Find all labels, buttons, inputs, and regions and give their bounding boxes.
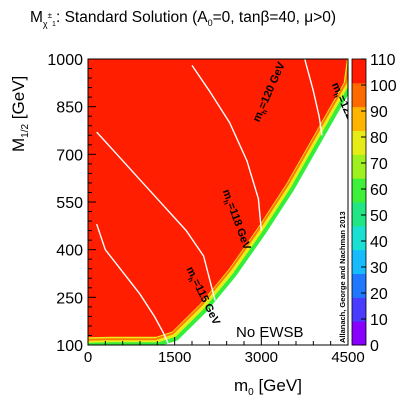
colorbar-segment <box>352 202 366 227</box>
x-tick-label: 3000 <box>245 349 278 366</box>
x-tick-label: 1500 <box>158 349 191 366</box>
colorbar-segment <box>352 297 366 322</box>
contour-line <box>96 223 170 345</box>
colorbar-segment <box>352 130 366 155</box>
chart-title: Mχ±1: Standard Solution (A0=0, tanβ=40, … <box>30 9 336 29</box>
contour-line <box>304 59 323 136</box>
colorbar-tick-label: 0 <box>370 338 379 355</box>
x-tick-label: 0 <box>84 349 92 366</box>
colorbar-tick-label: 20 <box>370 286 388 303</box>
colorbar-tick-label: 90 <box>370 104 388 121</box>
y-tick-label: 550 <box>56 195 83 212</box>
colorbar-segment <box>352 178 366 203</box>
y-axis-label: M1/2 [GeV] <box>9 76 31 152</box>
colorbar-axis: 0 10 20 30 40 50 60 70 80 90 100 110 <box>361 52 397 355</box>
colorbar-segment <box>352 273 366 298</box>
boundary-band-orange <box>88 60 348 341</box>
credit-text: Allanach, George and Nachman 2013 <box>338 211 347 343</box>
colorbar-segment <box>352 225 366 251</box>
colorbar-segment <box>352 321 366 346</box>
colorbar-tick-label: 40 <box>370 234 388 251</box>
y-tick-label: 250 <box>56 290 83 307</box>
allowed-region <box>88 59 348 342</box>
colorbar-segment <box>352 106 366 131</box>
colorbar-tick-label: 110 <box>370 52 396 69</box>
colorbar-tick-label: 50 <box>370 208 388 225</box>
colorbar-tick-label: 100 <box>370 78 397 95</box>
colorbar-tick-label: 60 <box>370 182 388 199</box>
boundary-band-yellow <box>88 59 348 345</box>
y-tick-label: 1000 <box>47 52 83 69</box>
no-ewsb-label: No EWSB <box>236 324 304 341</box>
y-axis: 100 250 400 550 700 850 1000 <box>47 52 96 355</box>
y-tick-label: 700 <box>56 147 83 164</box>
x-axis-label: m0 [GeV] <box>234 376 302 398</box>
y-tick-label: 850 <box>56 100 83 117</box>
y-tick-label: 100 <box>56 338 83 355</box>
contour-line <box>96 131 216 301</box>
contour-line <box>191 65 262 231</box>
colorbar <box>351 58 367 346</box>
colorbar-segment <box>352 82 366 108</box>
colorbar-segment <box>352 249 366 274</box>
colorbar-tick-label: 70 <box>370 156 388 173</box>
colorbar-tick-label: 10 <box>370 312 388 329</box>
colorbar-frame <box>351 58 367 346</box>
x-axis: 0 1500 3000 4500 <box>84 337 365 366</box>
colorbar-tick-label: 80 <box>370 130 388 147</box>
y-tick-label: 400 <box>56 243 83 260</box>
boundary-band-green <box>88 86 348 345</box>
colorbar-tick-label: 30 <box>370 260 388 277</box>
x-tick-label: 4500 <box>331 349 364 366</box>
colorbar-segment <box>352 59 366 84</box>
colorbar-segment <box>352 154 366 179</box>
